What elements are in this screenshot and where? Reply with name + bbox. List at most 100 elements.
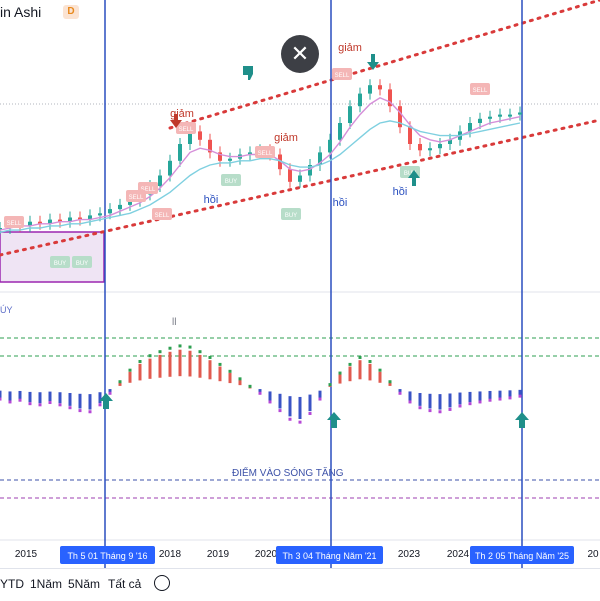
range-1y[interactable]: 1Năm <box>30 577 63 591</box>
macd-bar <box>448 393 452 408</box>
price-chart[interactable]: SELL SELL SELL SELL SELL SELL SELL SELL BUY BUY BU… <box>0 0 600 568</box>
macd-signal-dot <box>458 404 462 408</box>
candle-body <box>338 123 342 140</box>
sell-badge <box>4 216 24 228</box>
buy-badge <box>72 256 92 268</box>
macd-bar <box>108 389 112 393</box>
up-arrow-icon <box>408 170 420 186</box>
range-5y[interactable]: 5Năm <box>68 577 101 591</box>
candle-body <box>428 148 432 151</box>
macd-signal-dot <box>278 409 282 413</box>
macd-signal-dot <box>518 394 522 398</box>
candle-body <box>488 116 492 119</box>
buy-badge <box>281 208 301 220</box>
thumb-down-icon <box>243 66 253 80</box>
close-button[interactable]: ✕ <box>281 35 319 73</box>
annotations-group: giảm giảm giảm hồi hồi hồi <box>170 42 407 209</box>
interval-badge[interactable]: D <box>63 5 79 19</box>
signal-label: BUY <box>225 179 237 185</box>
signal-label: SELL <box>7 221 22 227</box>
annotation-label: giảm <box>338 42 362 54</box>
macd-bar <box>178 349 182 377</box>
signal-label: SELL <box>473 88 488 94</box>
macd-bar <box>498 390 502 398</box>
candle-body <box>398 106 402 128</box>
macd-signal-dot <box>0 397 2 401</box>
macd-signal-dot <box>268 400 272 404</box>
macd-signal-dot <box>448 407 452 411</box>
candle-body <box>118 204 122 210</box>
candle-body <box>208 139 212 153</box>
macd-bar <box>348 366 352 382</box>
macd-bar <box>508 390 512 397</box>
range-ytd[interactable]: YTD <box>0 577 24 591</box>
sell-badge <box>152 208 172 220</box>
annotation-label: hồi <box>393 186 408 198</box>
candle-body <box>318 152 322 165</box>
candle-body <box>108 209 112 214</box>
macd-bar <box>18 390 22 400</box>
ma-lines-group <box>0 97 521 233</box>
macd-bar <box>198 354 202 378</box>
x-highlight-label: Th 2 05 Tháng Năm '25 <box>475 551 569 561</box>
macd-signal-dot <box>78 409 82 413</box>
candle-body <box>198 131 202 140</box>
up-arrow-icon <box>515 412 529 428</box>
macd-bar <box>378 371 382 383</box>
candle-body <box>88 215 92 220</box>
candle-body <box>448 139 452 144</box>
signal-label: SELL <box>258 151 273 157</box>
macd-signal-dot <box>18 398 22 402</box>
macd-bar <box>278 393 282 409</box>
compare-icon[interactable] <box>154 575 170 591</box>
candle-body <box>358 93 362 107</box>
macd-signal-dot <box>368 360 372 364</box>
macd-bar <box>88 394 92 410</box>
macd-signal-dot <box>148 354 152 358</box>
macd-signal-dot <box>498 397 502 401</box>
macd-signal-dot <box>208 355 212 359</box>
macd-signal-dot <box>28 402 32 406</box>
macd-signal-dot <box>398 391 402 395</box>
candle-body <box>128 200 132 205</box>
macd-group <box>0 344 522 424</box>
signal-label: SELL <box>335 73 350 79</box>
macd-bar <box>8 391 12 401</box>
sell-badge <box>332 68 352 80</box>
macd-signal-dot <box>98 403 102 407</box>
x-highlight-bg <box>276 546 383 564</box>
candle-body <box>388 89 392 107</box>
macd-bar <box>268 391 272 401</box>
x-tick-label: 20 <box>587 549 599 560</box>
macd-signal-dot <box>438 410 442 414</box>
candle-body <box>98 213 102 216</box>
macd-signal-dot <box>258 391 262 395</box>
macd-bar <box>418 393 422 406</box>
macd-bar <box>388 382 392 386</box>
macd-signal-dot <box>88 410 92 414</box>
range-all[interactable]: Tất cả <box>108 577 142 591</box>
ma-line <box>0 120 521 233</box>
candle-body <box>408 127 412 144</box>
macd-bar <box>48 391 52 402</box>
macd-bar <box>68 393 72 406</box>
macd-signal-dot <box>348 362 352 366</box>
macd-signal-dot <box>308 411 312 415</box>
x-axis-group: 2015 2018 2019 2020 2023 2024 20 Th 5 01 Tháng … <box>15 546 599 564</box>
macd-bar <box>478 391 482 401</box>
upper-channel-line <box>168 0 600 130</box>
signal-label: SELL <box>179 127 194 133</box>
macd-signal-dot <box>338 371 342 375</box>
macd-bar <box>78 393 82 409</box>
macd-signal-dot <box>128 368 132 372</box>
macd-bar <box>408 391 412 401</box>
macd-signal-dot <box>158 350 162 354</box>
candle-body <box>308 165 312 176</box>
macd-bar <box>308 394 312 412</box>
sell-badge <box>255 146 275 158</box>
candle-body <box>518 112 522 115</box>
macd-bar <box>358 360 362 380</box>
candle-body <box>438 144 442 149</box>
candle-body <box>38 221 42 224</box>
